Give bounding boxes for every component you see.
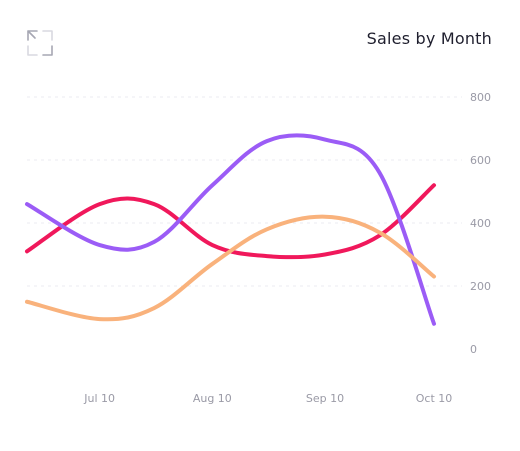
y-tick-label: 0 — [470, 343, 477, 356]
y-tick-label: 400 — [470, 217, 491, 230]
x-tick-label: Oct 10 — [416, 392, 453, 405]
x-tick-label: Aug 10 — [193, 392, 232, 405]
y-tick-label: 800 — [470, 91, 491, 104]
x-tick-label: Sep 10 — [306, 392, 344, 405]
expand-icon — [27, 30, 53, 56]
series-line-2 — [25, 133, 436, 326]
series-line-3 — [25, 214, 436, 322]
y-tick-label: 200 — [470, 280, 491, 293]
expand-button[interactable] — [26, 29, 54, 57]
series-line-1 — [25, 183, 436, 260]
chart-title: Sales by Month — [366, 29, 492, 48]
x-tick-label: Jul 10 — [83, 392, 115, 405]
y-tick-label: 600 — [470, 154, 491, 167]
